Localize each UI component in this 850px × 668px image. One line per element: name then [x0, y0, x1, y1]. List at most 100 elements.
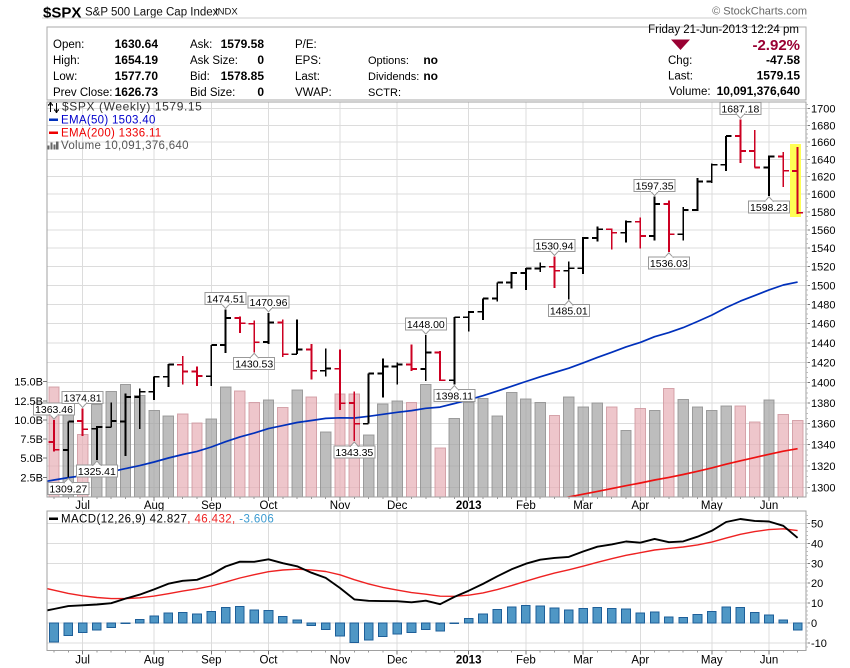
svg-text:Chg:: Chg:	[668, 55, 692, 67]
svg-text:1320: 1320	[811, 461, 835, 473]
svg-text:1597.35: 1597.35	[636, 181, 674, 193]
svg-text:Mar: Mar	[573, 500, 593, 512]
svg-text:1309.27: 1309.27	[49, 483, 87, 495]
svg-text:1440: 1440	[811, 338, 835, 350]
svg-text:$SPX (Weekly) 1579.15: $SPX (Weekly) 1579.15	[62, 100, 202, 114]
svg-text:Aug: Aug	[144, 655, 164, 667]
svg-text:Prev Close:: Prev Close:	[53, 87, 112, 99]
svg-text:1578.85: 1578.85	[221, 69, 265, 83]
svg-text:1374.81: 1374.81	[64, 392, 102, 404]
svg-text:1654.19: 1654.19	[115, 53, 159, 67]
svg-text:$SPX: $SPX	[43, 5, 81, 22]
svg-text:no: no	[423, 53, 438, 67]
svg-text:Oct: Oct	[260, 655, 279, 667]
svg-text:1630.64: 1630.64	[115, 37, 159, 51]
svg-text:1640: 1640	[811, 154, 835, 166]
svg-text:1340: 1340	[811, 440, 835, 452]
svg-text:1325.41: 1325.41	[78, 466, 116, 478]
svg-text:Aug: Aug	[144, 500, 164, 512]
svg-text:no: no	[423, 69, 438, 83]
svg-text:MACD(12,26,9) 42.827, 46.432,: MACD(12,26,9) 42.827, 46.432, -3.606	[61, 514, 274, 526]
svg-text:1474.51: 1474.51	[207, 294, 245, 306]
svg-text:20: 20	[811, 578, 823, 590]
svg-text:50: 50	[811, 519, 823, 531]
svg-text:2013: 2013	[456, 500, 482, 512]
svg-text:1470.96: 1470.96	[250, 297, 288, 309]
svg-text:1536.03: 1536.03	[650, 258, 688, 270]
svg-text:Bid:: Bid:	[190, 71, 210, 83]
svg-text:1363.46: 1363.46	[35, 404, 73, 416]
svg-text:Apr: Apr	[631, 655, 649, 667]
svg-text:S&P 500 Large Cap Index: S&P 500 Large Cap Index	[85, 6, 219, 18]
svg-text:Ask Size:: Ask Size:	[190, 55, 238, 67]
svg-text:1687.18: 1687.18	[721, 103, 759, 115]
svg-text:10: 10	[811, 598, 823, 610]
svg-text:40: 40	[811, 538, 823, 550]
svg-text:1343.35: 1343.35	[335, 447, 373, 459]
svg-text:1400: 1400	[811, 378, 835, 390]
svg-text:1620: 1620	[811, 172, 835, 184]
svg-text:1530.94: 1530.94	[536, 241, 574, 253]
svg-text:Bid Size:: Bid Size:	[190, 87, 235, 99]
svg-text:1660: 1660	[811, 137, 835, 149]
svg-text:1460: 1460	[811, 319, 835, 331]
svg-text:2.5B: 2.5B	[20, 472, 43, 484]
svg-text:Volume 10,091,376,640: Volume 10,091,376,640	[61, 140, 189, 152]
svg-text:1398.11: 1398.11	[436, 391, 473, 403]
svg-text:Feb: Feb	[516, 500, 536, 512]
svg-text:Nov: Nov	[330, 655, 351, 667]
svg-text:1560: 1560	[811, 225, 835, 237]
svg-text:1600: 1600	[811, 189, 835, 201]
svg-text:Nov: Nov	[330, 500, 351, 512]
svg-text:Jul: Jul	[75, 500, 90, 512]
svg-text:Options:: Options:	[368, 55, 409, 67]
svg-text:Jul: Jul	[75, 655, 90, 667]
svg-text:Apr: Apr	[631, 500, 649, 512]
svg-text:10,091,376,640: 10,091,376,640	[717, 84, 801, 98]
svg-text:High:: High:	[53, 55, 80, 67]
svg-text:VWAP:: VWAP:	[295, 87, 332, 99]
svg-text:1300: 1300	[811, 482, 835, 494]
svg-text:0: 0	[257, 53, 264, 67]
svg-text:1680: 1680	[811, 120, 835, 132]
svg-text:1598.23: 1598.23	[750, 202, 788, 214]
svg-text:Mar: Mar	[573, 655, 593, 667]
svg-text:INDX: INDX	[215, 6, 238, 17]
svg-text:0: 0	[811, 618, 817, 630]
svg-text:10.0B: 10.0B	[14, 415, 43, 427]
svg-text:© StockCharts.com: © StockCharts.com	[712, 6, 807, 18]
svg-text:P/E:: P/E:	[295, 39, 317, 51]
svg-text:Dividends:: Dividends:	[368, 71, 419, 83]
svg-text:Ask:: Ask:	[190, 39, 212, 51]
svg-text:Jun: Jun	[760, 655, 779, 667]
svg-text:Oct: Oct	[260, 500, 279, 512]
svg-text:May: May	[701, 500, 723, 512]
svg-text:1579.58: 1579.58	[221, 37, 265, 51]
svg-text:1420: 1420	[811, 358, 835, 370]
svg-text:1580: 1580	[811, 207, 835, 219]
svg-text:-2.92%: -2.92%	[752, 37, 800, 54]
svg-text:30: 30	[811, 558, 823, 570]
svg-text:Low:: Low:	[53, 71, 77, 83]
svg-text:2013: 2013	[456, 655, 482, 667]
svg-text:1520: 1520	[811, 262, 835, 274]
svg-text:Sep: Sep	[201, 500, 221, 512]
svg-text:1500: 1500	[811, 280, 835, 292]
svg-text:Jun: Jun	[760, 500, 779, 512]
svg-text:1577.70: 1577.70	[115, 69, 159, 83]
svg-text:Sep: Sep	[201, 655, 221, 667]
svg-text:Dec: Dec	[387, 655, 408, 667]
svg-text:1579.15: 1579.15	[757, 69, 801, 83]
svg-text:SCTR:: SCTR:	[368, 87, 401, 99]
svg-text:Dec: Dec	[387, 500, 408, 512]
svg-text:Friday 21-Jun-2013 12:24 pm: Friday 21-Jun-2013 12:24 pm	[648, 24, 799, 36]
svg-text:1626.73: 1626.73	[115, 85, 159, 99]
svg-text:Last:: Last:	[668, 71, 693, 83]
svg-text:1480: 1480	[811, 299, 835, 311]
svg-text:12.5B: 12.5B	[14, 396, 43, 408]
svg-text:Feb: Feb	[516, 655, 536, 667]
svg-text:7.5B: 7.5B	[20, 434, 43, 446]
svg-text:-47.58: -47.58	[766, 53, 800, 67]
svg-text:1700: 1700	[811, 104, 835, 116]
svg-text:5.0B: 5.0B	[20, 453, 43, 465]
